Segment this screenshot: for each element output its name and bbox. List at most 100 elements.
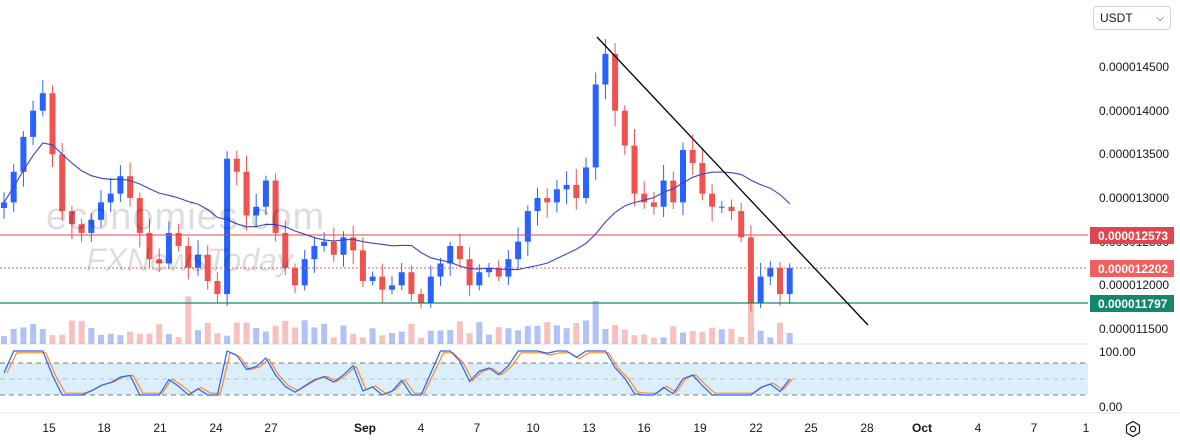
volume-bar xyxy=(214,333,221,344)
stoch-d-line xyxy=(6,351,794,394)
settings-gear-icon[interactable] xyxy=(1124,420,1142,438)
currency-value: USDT xyxy=(1100,11,1133,25)
candle-body xyxy=(602,53,609,85)
volume-bar xyxy=(233,322,240,344)
volume-bar xyxy=(583,320,589,344)
volume-bar xyxy=(253,328,260,344)
candle-body xyxy=(389,285,395,290)
candle-body xyxy=(224,158,231,295)
candle-body xyxy=(747,237,754,303)
candle-body xyxy=(321,241,328,247)
support-price-tag: 0.000011797 xyxy=(1090,295,1174,312)
time-tick: 22 xyxy=(749,421,763,435)
candle-body xyxy=(369,276,376,281)
candle-body xyxy=(233,158,240,172)
candle-body xyxy=(718,206,725,208)
candle-body xyxy=(204,254,211,281)
volume-bar xyxy=(204,322,211,344)
candles xyxy=(1,39,793,312)
volume-bar xyxy=(631,335,638,344)
candle-body xyxy=(330,241,337,255)
candle-body xyxy=(563,184,570,190)
candle-body xyxy=(437,263,444,277)
candle-body xyxy=(476,272,483,286)
volume-bar xyxy=(78,320,85,344)
volume-bar xyxy=(689,330,696,344)
volume-bar xyxy=(350,333,357,344)
volume-bar xyxy=(292,327,298,344)
volume-bar xyxy=(10,328,17,344)
candle-body xyxy=(573,184,580,198)
candle-body xyxy=(136,198,143,233)
candle-body xyxy=(117,176,124,194)
time-tick: 7 xyxy=(474,421,481,435)
trend-line[interactable] xyxy=(596,36,869,326)
volume-bar xyxy=(330,337,337,344)
volume-bar xyxy=(592,300,599,344)
price-tick: 0.000014500 xyxy=(1099,60,1169,74)
price-tick: 0.000014000 xyxy=(1099,104,1169,118)
candle-body xyxy=(88,219,95,233)
volume-bar xyxy=(670,326,677,344)
volume-bar xyxy=(650,337,657,344)
volume-bar xyxy=(272,325,279,344)
volume-bar xyxy=(786,332,793,344)
price-tick: 0.000012000 xyxy=(1099,278,1169,292)
volume-bar xyxy=(767,337,774,344)
time-tick: Sep xyxy=(354,421,376,435)
candle-body xyxy=(515,241,522,260)
time-tick: 4 xyxy=(975,421,982,435)
volume-bar xyxy=(175,337,182,344)
candle-body xyxy=(185,246,192,268)
volume-bar xyxy=(195,330,201,344)
volume-bar xyxy=(321,323,328,344)
candle-body xyxy=(680,149,686,203)
time-tick: 4 xyxy=(418,421,425,435)
time-tick: 7 xyxy=(1031,421,1038,435)
time-tick: 18 xyxy=(97,421,111,435)
candle-body xyxy=(408,272,415,295)
candle-body xyxy=(728,206,735,212)
volume-bar xyxy=(602,328,609,344)
candle-body xyxy=(272,180,279,233)
candle-body xyxy=(534,198,541,212)
current-price-tag: 0.000012202 xyxy=(1090,260,1174,277)
candle-body xyxy=(612,53,619,111)
volume-bar xyxy=(427,330,434,344)
currency-select[interactable]: USDT ⌵ xyxy=(1093,6,1171,30)
volume-bar xyxy=(728,328,735,344)
volume-bar xyxy=(466,333,473,344)
volume-bar xyxy=(136,333,143,344)
volume-bar xyxy=(20,327,27,344)
candle-body xyxy=(78,224,85,233)
volume-bar xyxy=(49,335,56,344)
candle-body xyxy=(689,149,696,164)
volume-bar xyxy=(165,333,172,344)
volume-bar xyxy=(505,328,512,344)
candle-body xyxy=(68,211,75,225)
volume-bar xyxy=(418,337,425,344)
volume-bar xyxy=(544,322,551,344)
volume-bar xyxy=(98,334,104,344)
volume-bar xyxy=(282,320,289,344)
volume-bar xyxy=(301,320,308,344)
candle-body xyxy=(107,193,114,203)
moving-average-line xyxy=(3,142,791,271)
candle-body xyxy=(466,259,473,286)
volume-bar xyxy=(553,325,560,344)
candle-body xyxy=(292,267,298,286)
volume-bar xyxy=(224,335,231,344)
volume-bar xyxy=(243,322,250,344)
volume-bar xyxy=(408,323,415,344)
candle-body xyxy=(631,145,638,194)
volume-bar xyxy=(573,323,580,344)
volume-bar xyxy=(389,332,395,344)
candle-body xyxy=(156,259,163,264)
candle-body xyxy=(767,267,774,277)
candle-body xyxy=(214,280,221,295)
candle-body xyxy=(127,176,134,198)
volume-bar xyxy=(398,331,405,344)
time-tick: Oct xyxy=(912,421,932,435)
price-tick: 0.000013000 xyxy=(1099,191,1169,205)
